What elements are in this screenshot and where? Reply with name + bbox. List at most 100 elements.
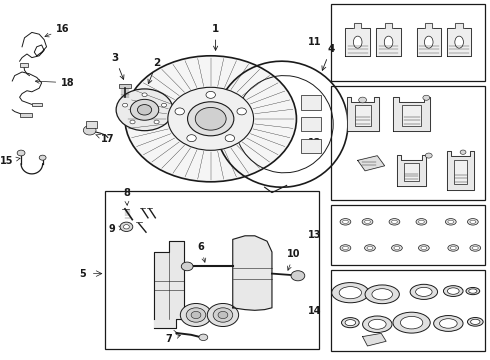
Ellipse shape [450,246,456,249]
Text: 13: 13 [308,230,322,240]
Polygon shape [154,241,184,328]
Ellipse shape [392,245,402,251]
Text: 16: 16 [45,24,70,37]
Bar [404,163,419,181]
Circle shape [130,120,135,124]
Ellipse shape [339,287,362,299]
Ellipse shape [345,320,356,326]
Polygon shape [425,23,432,28]
Ellipse shape [467,318,483,326]
Circle shape [17,150,25,156]
Polygon shape [345,28,370,56]
Ellipse shape [389,219,400,225]
Ellipse shape [470,220,476,224]
Circle shape [120,222,133,231]
Ellipse shape [365,245,375,251]
Text: 15: 15 [0,156,20,166]
Ellipse shape [365,220,370,224]
Circle shape [359,97,367,103]
Circle shape [168,87,254,150]
Text: 2: 2 [148,58,160,84]
Circle shape [125,56,296,182]
Text: 7: 7 [166,334,180,344]
Polygon shape [233,236,272,310]
Bar [105,191,318,349]
Circle shape [460,150,466,154]
Ellipse shape [434,315,463,331]
Circle shape [123,225,129,229]
Text: 18: 18 [35,78,75,88]
Polygon shape [397,155,426,186]
Polygon shape [347,96,378,131]
Ellipse shape [340,245,351,251]
Bar [20,63,28,67]
Bar [301,117,321,131]
Ellipse shape [416,287,432,296]
Bar [402,105,421,126]
Ellipse shape [353,36,362,48]
Ellipse shape [340,219,351,225]
Text: 6: 6 [197,242,206,262]
Text: 14: 14 [308,306,322,315]
Text: 17: 17 [96,134,115,144]
Circle shape [122,103,128,107]
Bar [331,4,485,81]
Ellipse shape [362,219,373,225]
Text: 4: 4 [322,44,335,70]
Circle shape [425,153,432,158]
Circle shape [213,308,233,322]
Circle shape [83,126,96,135]
Text: 12: 12 [308,138,322,148]
Ellipse shape [368,319,386,329]
Bar [20,113,32,117]
Circle shape [188,102,234,136]
Ellipse shape [421,246,427,249]
Ellipse shape [455,36,464,48]
Circle shape [130,99,159,120]
Ellipse shape [343,220,348,224]
Circle shape [154,120,159,124]
Polygon shape [416,28,441,56]
Circle shape [161,103,167,107]
Text: 11: 11 [308,37,322,47]
Polygon shape [376,28,401,56]
Text: 10: 10 [287,249,301,270]
Circle shape [137,104,151,115]
Ellipse shape [418,220,424,224]
Ellipse shape [342,318,359,328]
Ellipse shape [343,246,348,249]
Ellipse shape [447,288,459,294]
Ellipse shape [372,289,392,300]
Bar [331,86,485,200]
Text: 5: 5 [79,269,86,279]
Text: 3: 3 [112,53,124,79]
Ellipse shape [392,220,397,224]
Polygon shape [363,333,386,346]
Ellipse shape [393,312,430,333]
Circle shape [186,308,206,322]
Ellipse shape [470,319,480,324]
Bar [331,205,485,265]
Polygon shape [456,23,463,28]
Circle shape [207,303,239,327]
Text: 8: 8 [123,188,130,205]
Ellipse shape [394,246,400,249]
Circle shape [180,303,212,327]
Circle shape [39,155,46,160]
Polygon shape [385,23,392,28]
Ellipse shape [443,286,463,297]
Circle shape [218,311,228,319]
Ellipse shape [418,245,429,251]
Ellipse shape [445,219,456,225]
Bar [454,161,467,184]
Circle shape [206,91,216,98]
Circle shape [237,108,246,115]
Circle shape [191,311,201,319]
Ellipse shape [466,287,480,294]
Circle shape [423,95,430,100]
Text: 1: 1 [212,24,219,50]
Ellipse shape [332,283,369,303]
Circle shape [181,262,193,271]
Polygon shape [393,96,430,131]
Ellipse shape [448,220,454,224]
